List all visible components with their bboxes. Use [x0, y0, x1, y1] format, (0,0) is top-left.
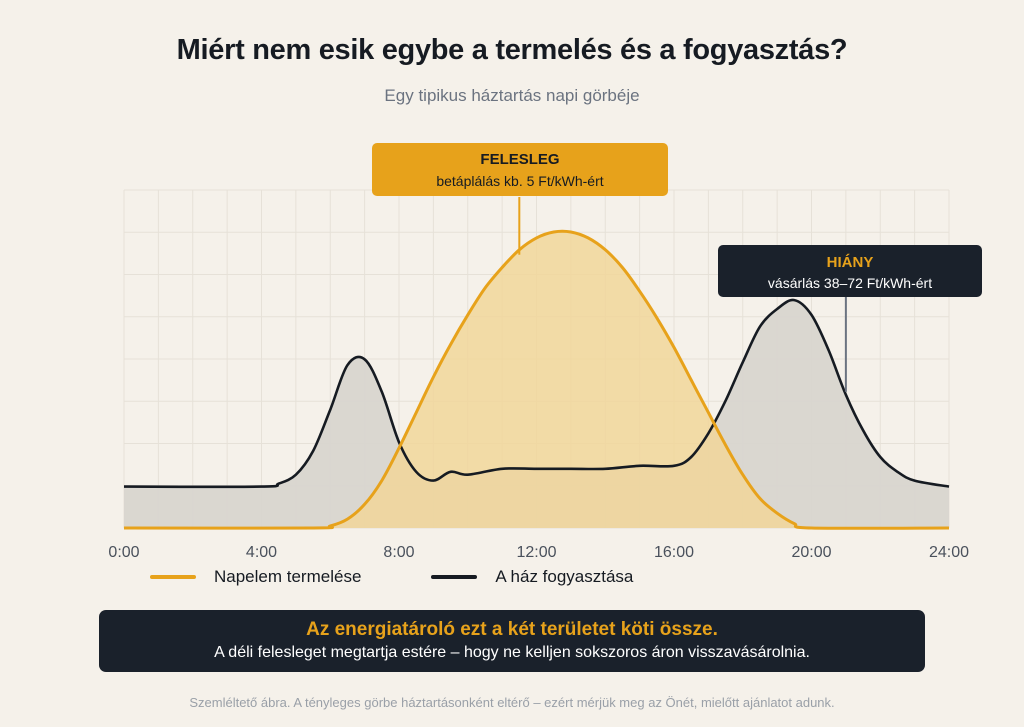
production-area	[124, 231, 949, 529]
legend-item-consumption: A ház fogyasztása	[431, 567, 633, 587]
surplus-label-box	[372, 143, 668, 196]
chart-title: Miért nem esik egybe a termelés és a fog…	[176, 34, 848, 66]
daily-curve-chart: 0:00 4:00 8:00 12:00 16:00 20:00 24:00 FELESLE…	[108, 143, 982, 561]
storage-callout: Az energiatároló ezt a két területet köt…	[99, 610, 925, 672]
surplus-heading: FELESLEG	[480, 151, 559, 168]
areas	[124, 231, 949, 529]
x-tick-label: 20:00	[791, 544, 831, 561]
deficit-text: vásárlás 38–72 Ft/kWh-ért	[768, 275, 932, 291]
legend-label-production: Napelem termelése	[214, 567, 362, 586]
deficit-heading: HIÁNY	[827, 254, 874, 271]
legend-item-production: Napelem termelése	[150, 567, 361, 587]
footnote: Szemléltető ábra. A tényleges görbe házt…	[189, 695, 835, 710]
series-lines	[123, 229, 950, 530]
x-tick-label: 24:00	[929, 544, 969, 561]
callout-text: A déli felesleget megtartja estére – hog…	[214, 644, 810, 661]
legend-label-consumption: A ház fogyasztása	[495, 567, 634, 586]
consumption-area	[124, 299, 949, 528]
deficit-label-box	[718, 245, 982, 297]
production-line	[123, 229, 950, 530]
x-tick-label: 12:00	[516, 544, 556, 561]
legend: Napelem termelése A ház fogyasztása	[150, 567, 703, 587]
consumption-swatch	[431, 575, 478, 579]
x-tick-label: 4:00	[246, 544, 277, 561]
x-tick-label: 0:00	[108, 544, 139, 561]
annotations: FELESLEG betáplálás kb. 5 Ft/kWh-ért HIÁNY…	[372, 143, 982, 392]
surplus-text: betáplálás kb. 5 Ft/kWh-ért	[436, 173, 603, 189]
callout-headline: Az energiatároló ezt a két területet köt…	[306, 619, 718, 640]
chart-subtitle: Egy tipikus háztartás napi görbéje	[384, 86, 640, 105]
x-tick-label: 16:00	[654, 544, 694, 561]
consumption-line	[123, 298, 950, 489]
x-axis-ticks: 0:00 4:00 8:00 12:00 16:00 20:00 24:00	[108, 544, 969, 561]
production-swatch	[150, 575, 196, 579]
x-tick-label: 8:00	[383, 544, 414, 561]
